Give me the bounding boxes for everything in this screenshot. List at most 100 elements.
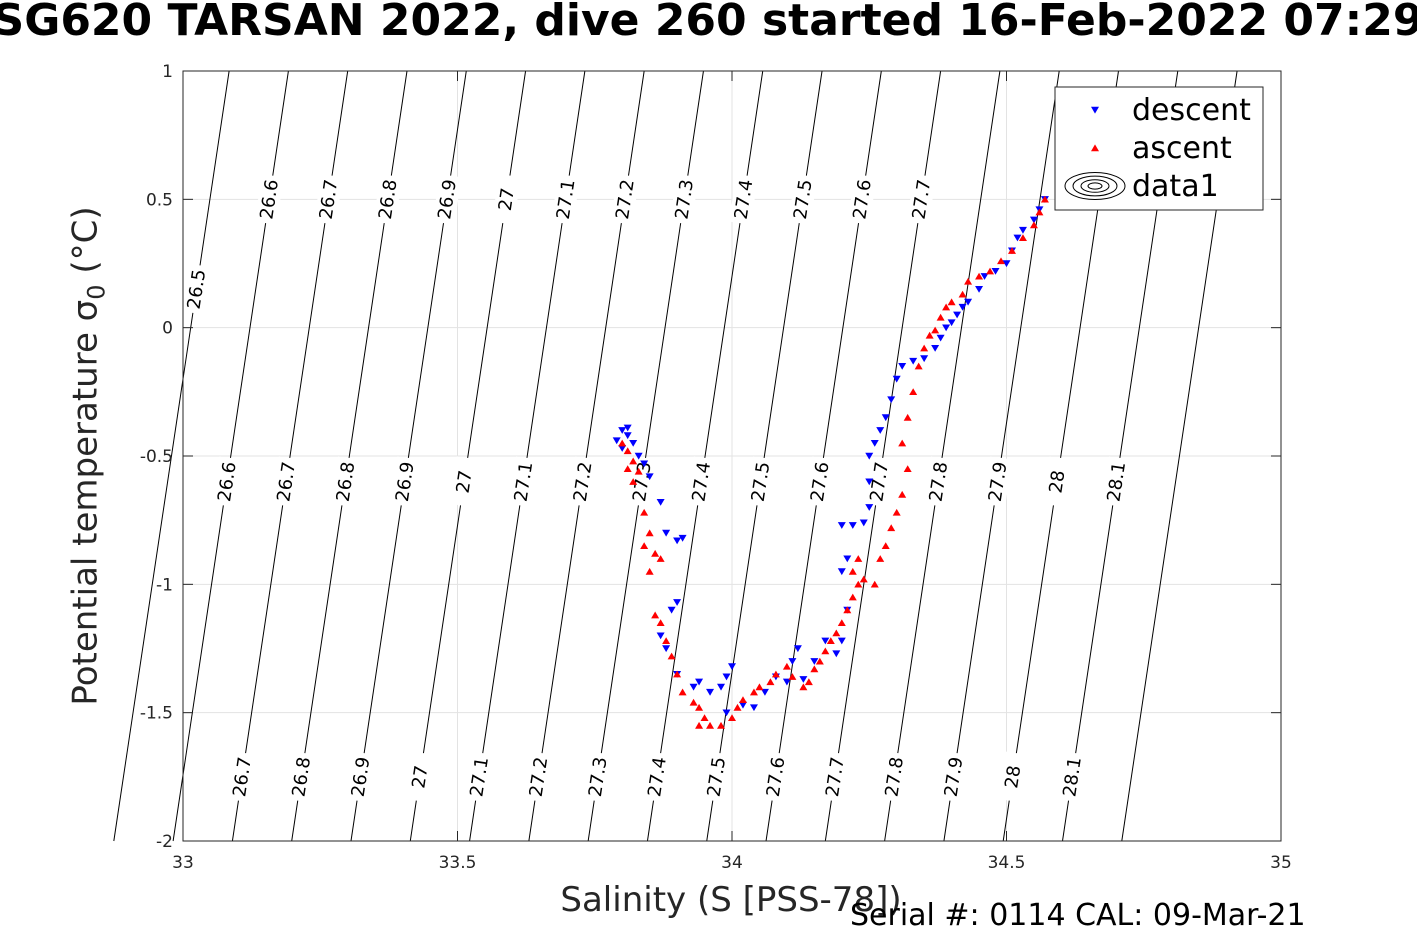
contour-label-bg — [271, 456, 301, 508]
y-tick-label: 0.5 — [146, 190, 173, 210]
descent-point — [837, 568, 846, 576]
ascent-point — [695, 721, 704, 729]
descent-point — [673, 537, 682, 545]
ascent-point — [832, 629, 841, 637]
isopycnal-line — [113, 70, 230, 842]
isopycnal-line — [943, 70, 1060, 842]
ascent-point — [788, 673, 797, 680]
ascent-point — [640, 508, 649, 516]
ascent-point — [821, 647, 830, 655]
contour-label-bg — [669, 173, 699, 225]
contour-label-bg — [373, 173, 403, 225]
ascent-point — [640, 542, 649, 550]
ascent-point — [766, 678, 775, 686]
legend-contour-ring — [1064, 172, 1126, 200]
contour-label-bg — [405, 751, 435, 803]
contour-label-bg — [761, 751, 791, 803]
descent-point — [848, 522, 857, 529]
ascent-point — [771, 670, 780, 678]
descent-point — [728, 663, 736, 671]
ascent-point — [936, 313, 945, 321]
ascent-point — [728, 714, 736, 721]
contour-label-bg — [879, 751, 909, 803]
contour-label-bg — [464, 751, 494, 803]
contour-label-bg — [847, 173, 877, 225]
ascent-point — [634, 467, 643, 475]
descent-point — [975, 285, 984, 293]
x-tick-label: 33.5 — [439, 853, 477, 873]
ascent-point — [673, 670, 682, 678]
ascent-point — [826, 637, 835, 644]
ascent-point — [1007, 247, 1016, 254]
descent-point — [920, 355, 929, 363]
ascent-point — [645, 567, 654, 575]
y-axis-label-subscript: 0 — [82, 284, 111, 300]
ascent-point — [931, 326, 940, 334]
ascent-point — [848, 593, 857, 601]
y-tick-label: 0 — [162, 319, 173, 339]
contour-label-bg — [331, 456, 360, 508]
descent-point — [738, 701, 747, 709]
descent-point — [837, 522, 846, 529]
descent-point — [662, 645, 671, 653]
y-tick-label: -1 — [156, 575, 173, 595]
ascent-point — [651, 611, 660, 619]
contour-label-bg — [983, 456, 1013, 508]
descent-point — [717, 683, 726, 691]
descent-point — [656, 632, 665, 640]
ascent-point — [656, 619, 665, 627]
contour-label-bg — [524, 751, 553, 803]
ascent-point — [854, 580, 863, 588]
descent-point — [964, 298, 973, 306]
descent-point — [865, 478, 874, 486]
contour-label-bg — [746, 456, 775, 508]
descent-point — [991, 268, 1000, 275]
ascent-point — [881, 542, 890, 550]
axis-ticks: 33 33.5 34 34.5 35 -2 -1.5 -1 -0.5 0 0.5 1 — [140, 62, 1292, 873]
descent-point — [640, 460, 649, 468]
ascent-point — [914, 362, 923, 370]
descent-point — [843, 555, 852, 563]
descent-point — [722, 709, 731, 717]
contour-label-bg — [701, 751, 731, 803]
ascent-point — [898, 490, 907, 498]
descent-point — [673, 599, 682, 606]
ascent-point — [695, 703, 704, 711]
contour-label-bg — [642, 751, 672, 803]
ascent-point — [854, 555, 863, 562]
descent-point — [788, 658, 797, 665]
ascent-point — [887, 524, 896, 532]
descent-point — [623, 432, 632, 440]
descent-point — [689, 683, 698, 691]
descent-point — [760, 688, 769, 696]
x-tick-label: 34 — [721, 853, 743, 873]
descent-point — [898, 362, 907, 370]
ascent-point — [651, 549, 660, 557]
descent-point — [865, 452, 874, 460]
descent-point — [821, 637, 830, 645]
ascent-point — [909, 388, 918, 396]
y-axis-label: Potential temperature σ0 (°C) — [66, 206, 111, 705]
descent-point — [667, 606, 676, 614]
ascent-point — [1040, 195, 1049, 203]
contour-label: 28 — [1001, 764, 1025, 790]
legend-descent-label: descent — [1132, 93, 1251, 128]
ascent-point — [645, 529, 654, 537]
descent-point — [695, 678, 704, 686]
descent-point — [1029, 216, 1038, 224]
ascent-point — [848, 567, 857, 575]
y-tick-label: -2 — [156, 832, 173, 852]
legend-data1-label: data1 — [1132, 169, 1219, 204]
descent-point — [612, 437, 621, 445]
y-tick-label: -0.5 — [140, 447, 173, 467]
descent-point — [958, 303, 967, 311]
y-tick-label: -1.5 — [140, 704, 173, 724]
ascent-point — [898, 439, 907, 447]
contour-label-bg — [906, 173, 936, 225]
contour-label-bg — [346, 751, 376, 803]
ascent-point — [618, 439, 627, 447]
descent-point — [887, 396, 896, 404]
descent-point — [706, 688, 715, 696]
